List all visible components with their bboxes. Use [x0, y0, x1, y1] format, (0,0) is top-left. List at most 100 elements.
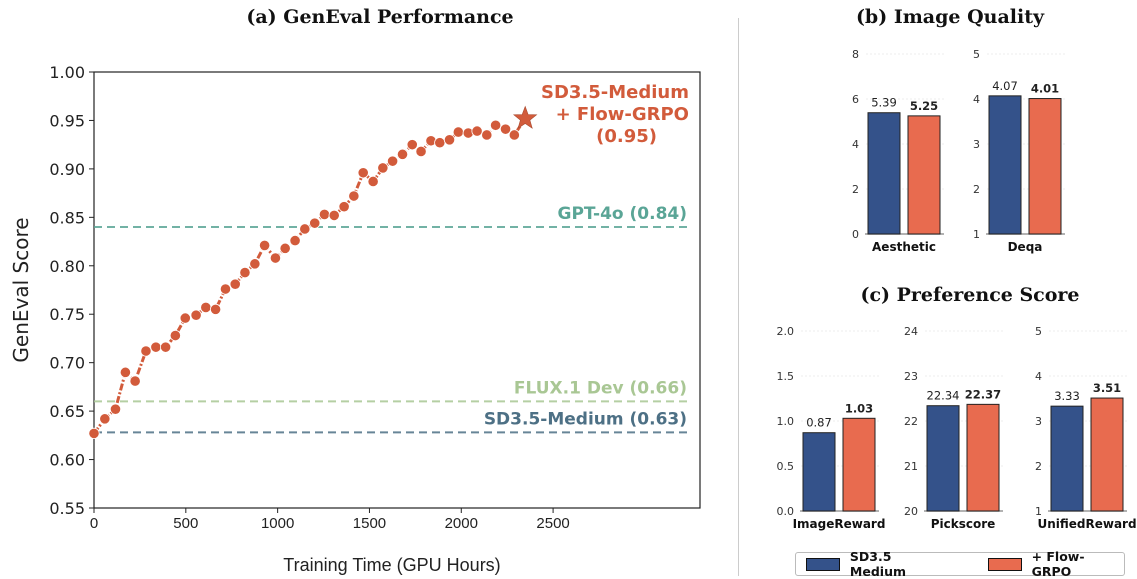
data-point: [190, 309, 202, 321]
y-tick-label-unifiedreward: 2: [1035, 460, 1042, 473]
y-tick-label: 0.65: [49, 402, 85, 421]
data-point: [169, 329, 181, 342]
data-point: [209, 303, 222, 315]
y-tick-label: 0.85: [49, 208, 85, 227]
bar-aesthetic-flow-grpo: [907, 115, 941, 235]
y-tick-label-aesthetic: 8: [852, 48, 859, 61]
data-point: [179, 312, 191, 324]
data-point: [299, 223, 311, 235]
data-point: [481, 129, 493, 141]
bar-label-aesthetic-flow-grpo: 5.25: [910, 99, 938, 113]
data-point: [357, 167, 369, 179]
data-point: [239, 266, 251, 279]
data-point: [386, 155, 399, 167]
x-tick-label: 2500: [536, 515, 569, 532]
bar-deqa-sd35: [988, 95, 1022, 235]
bar-label-deqa-flow-grpo: 4.01: [1031, 82, 1059, 96]
y-tick-label: 1.00: [49, 63, 85, 82]
x-tick-label: 1000: [261, 515, 294, 532]
panel-c-title: (c) Preference Score: [860, 284, 1080, 306]
subplot-title-unifiedreward: UnifiedReward: [1037, 517, 1136, 531]
bar-label-imagereward-sd35: 0.87: [806, 416, 832, 430]
bar-pickscore-flow-grpo: [966, 403, 1000, 512]
data-point: [109, 403, 122, 415]
final-point-star: [512, 105, 538, 129]
legend-label-sd35: SD3.5 Medium: [849, 549, 906, 579]
bar-deqa-flow-grpo: [1028, 98, 1062, 235]
subplot-title-imagereward: ImageReward: [793, 517, 886, 531]
y-tick-label-deqa: 2: [973, 183, 980, 196]
data-point: [338, 201, 350, 213]
y-tick-label: 0.75: [49, 305, 85, 324]
subplot-title-pickscore: Pickscore: [931, 517, 996, 531]
y-tick-label-deqa: 4: [973, 93, 980, 106]
bar-aesthetic-sd35: [867, 112, 901, 235]
data-point: [140, 345, 152, 357]
panel-divider: [738, 18, 739, 576]
data-point: [490, 119, 502, 131]
bar-label-pickscore-flow-grpo: 22.37: [965, 387, 1001, 401]
y-tick-label: 0.55: [49, 499, 85, 518]
data-point: [119, 366, 132, 378]
annotation-line: + Flow-GRPO: [556, 104, 689, 125]
data-point: [258, 239, 271, 252]
y-tick-label-unifiedreward: 1: [1035, 505, 1042, 518]
y-tick-label-imagereward: 1.0: [777, 415, 795, 428]
data-point: [318, 208, 331, 221]
y-tick-label-pickscore: 21: [904, 460, 918, 473]
y-tick-label-deqa: 5: [973, 48, 980, 61]
data-point: [279, 242, 291, 254]
legend-swatch-sd35: [806, 557, 840, 571]
reference-label-sd35: SD3.5-Medium (0.63): [484, 409, 687, 429]
bar-label-deqa-sd35: 4.07: [992, 79, 1018, 93]
reference-label-flux: FLUX.1 Dev (0.66): [514, 378, 687, 398]
bar-label-imagereward-flow-grpo: 1.03: [845, 401, 873, 415]
data-point: [328, 209, 340, 221]
subplot-title-aesthetic: Aesthetic: [872, 240, 936, 254]
data-point: [99, 413, 111, 425]
y-tick-label-pickscore: 22: [904, 415, 918, 428]
data-point: [377, 162, 389, 174]
data-point: [508, 129, 520, 141]
data-point: [309, 217, 321, 229]
x-tick-label: 2000: [445, 515, 478, 532]
x-tick-label: 500: [173, 515, 198, 532]
y-tick-label-aesthetic: 6: [852, 93, 859, 106]
data-point: [160, 341, 172, 353]
data-point: [367, 175, 379, 188]
annotation-line: (0.95): [596, 126, 657, 147]
subplot-title-deqa: Deqa: [1008, 240, 1043, 254]
x-axis-label: Training Time (GPU Hours): [283, 555, 500, 575]
y-tick-label-unifiedreward: 5: [1035, 325, 1042, 338]
data-point: [499, 123, 512, 135]
data-point: [452, 126, 464, 138]
y-tick-label: 0.90: [49, 160, 85, 179]
reference-label-gpt4o: GPT-4o (0.84): [558, 204, 687, 224]
y-tick-label-unifiedreward: 3: [1035, 415, 1042, 428]
plot-frame: [93, 71, 701, 509]
data-point: [443, 134, 456, 146]
y-tick-label-unifiedreward: 4: [1035, 370, 1042, 383]
legend-label-flow-grpo: + Flow-GRPO: [1031, 549, 1085, 579]
data-point: [348, 190, 360, 202]
bar-imagereward-sd35: [802, 432, 836, 512]
y-tick-label-imagereward: 2.0: [777, 325, 795, 338]
y-tick-label-pickscore: 20: [904, 505, 918, 518]
y-axis-label: GenEval Score: [9, 217, 33, 362]
y-tick-label-imagereward: 1.5: [777, 370, 795, 383]
y-tick-label-pickscore: 23: [904, 370, 918, 383]
y-tick-label: 0.95: [49, 111, 85, 130]
y-tick-label-imagereward: 0.5: [777, 460, 795, 473]
data-point: [229, 278, 241, 290]
bar-label-pickscore-sd35: 22.34: [927, 389, 960, 403]
data-point: [129, 375, 141, 387]
y-tick-label-aesthetic: 4: [852, 138, 859, 151]
data-point: [289, 234, 301, 247]
data-point: [471, 125, 483, 137]
bar-label-unifiedreward-sd35: 3.33: [1054, 389, 1080, 403]
panel-a-title: (a) GenEval Performance: [246, 6, 514, 28]
data-point: [406, 139, 418, 151]
y-tick-label-imagereward: 0.0: [777, 505, 795, 518]
data-point: [249, 258, 261, 270]
